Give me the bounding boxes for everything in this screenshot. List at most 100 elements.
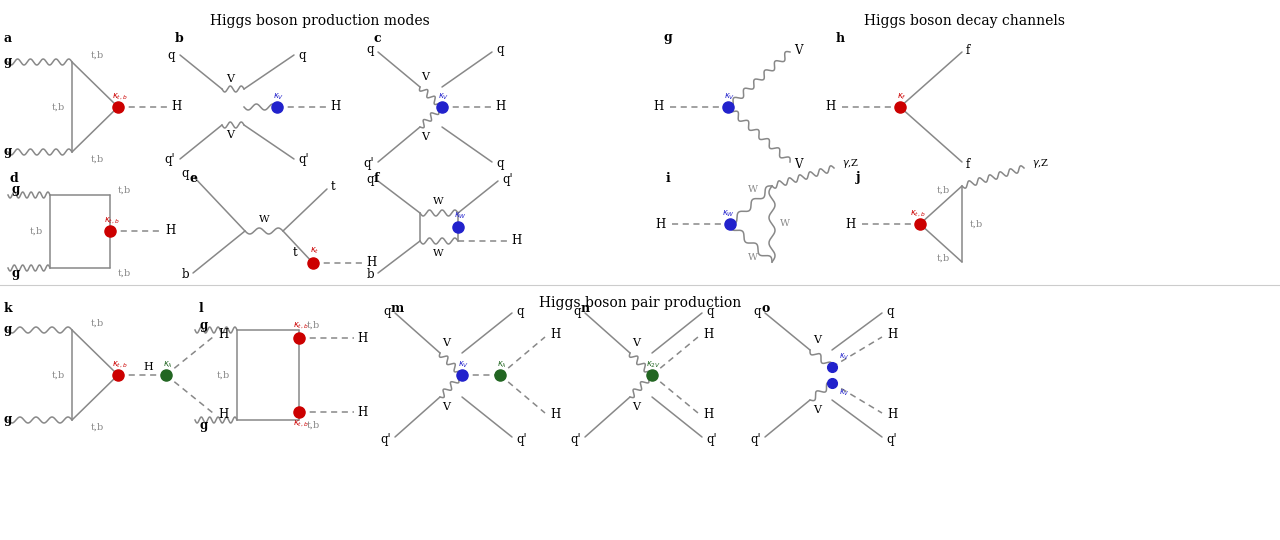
Text: g: g <box>198 319 207 332</box>
Text: V: V <box>442 402 451 412</box>
Text: $\gamma$,Z: $\gamma$,Z <box>842 158 859 171</box>
Text: V: V <box>421 132 429 142</box>
Text: Higgs boson pair production: Higgs boson pair production <box>539 296 741 310</box>
Text: t,b: t,b <box>51 370 64 380</box>
Text: t,b: t,b <box>91 154 104 164</box>
Text: t: t <box>293 246 297 260</box>
Text: H: H <box>654 100 664 113</box>
Text: H: H <box>655 218 666 231</box>
Text: H: H <box>826 100 836 113</box>
Text: H: H <box>495 100 506 113</box>
Text: $\kappa_V$: $\kappa_V$ <box>838 352 849 362</box>
Text: W: W <box>780 219 790 228</box>
Text: V: V <box>794 44 803 57</box>
Text: W: W <box>433 248 443 258</box>
Text: h: h <box>836 31 845 44</box>
Text: g: g <box>4 323 13 336</box>
Text: j: j <box>856 172 860 185</box>
Text: H: H <box>550 408 561 422</box>
Text: q: q <box>497 44 503 57</box>
Text: W: W <box>748 186 758 194</box>
Text: t,b: t,b <box>970 219 983 228</box>
Text: t,b: t,b <box>937 186 950 194</box>
Text: t,b: t,b <box>91 319 104 327</box>
Text: f: f <box>966 158 970 171</box>
Text: H: H <box>703 328 713 341</box>
Text: W: W <box>433 197 443 206</box>
Text: q': q' <box>886 433 896 446</box>
Text: H: H <box>357 332 367 345</box>
Text: l: l <box>198 301 204 314</box>
Text: e: e <box>189 172 197 185</box>
Text: q: q <box>516 305 524 318</box>
Text: q: q <box>298 49 306 62</box>
Text: q': q' <box>502 172 512 186</box>
Text: H: H <box>550 328 561 341</box>
Text: Higgs boson production modes: Higgs boson production modes <box>210 14 430 28</box>
Text: q': q' <box>164 152 175 165</box>
Text: t,b: t,b <box>216 370 229 380</box>
Text: k: k <box>4 301 13 314</box>
Text: V: V <box>813 335 820 345</box>
Text: H: H <box>357 406 367 419</box>
Text: t,b: t,b <box>29 226 42 235</box>
Text: H: H <box>366 256 376 269</box>
Text: q: q <box>366 172 374 186</box>
Text: H: H <box>143 362 152 372</box>
Text: i: i <box>666 172 671 185</box>
Text: b: b <box>182 268 189 281</box>
Text: t,b: t,b <box>307 421 320 429</box>
Text: $\kappa_V$: $\kappa_V$ <box>458 360 470 370</box>
Text: H: H <box>703 408 713 422</box>
Text: t,b: t,b <box>937 253 950 262</box>
Text: $\kappa_V$: $\kappa_V$ <box>838 388 849 399</box>
Text: q': q' <box>380 433 390 446</box>
Text: q: q <box>886 305 893 318</box>
Text: a: a <box>4 31 12 44</box>
Text: H: H <box>218 408 228 422</box>
Text: g: g <box>664 31 673 44</box>
Text: H: H <box>165 225 175 238</box>
Text: W: W <box>259 215 269 225</box>
Text: t,b: t,b <box>51 103 64 111</box>
Text: q': q' <box>364 158 374 171</box>
Text: $\kappa_\lambda$: $\kappa_\lambda$ <box>163 360 173 370</box>
Text: f: f <box>374 172 379 185</box>
Text: q': q' <box>707 433 717 446</box>
Text: q: q <box>497 158 503 171</box>
Text: $\kappa_\lambda$: $\kappa_\lambda$ <box>497 360 507 370</box>
Text: $\kappa_{t,b}$: $\kappa_{t,b}$ <box>104 216 120 226</box>
Text: q': q' <box>571 433 581 446</box>
Text: q: q <box>573 305 581 318</box>
Text: $\kappa_t$: $\kappa_t$ <box>310 246 320 256</box>
Text: H: H <box>887 408 897 422</box>
Text: g: g <box>12 267 20 280</box>
Text: b: b <box>366 268 374 281</box>
Text: q: q <box>366 44 374 57</box>
Text: g: g <box>4 414 13 427</box>
Text: $\kappa_{t,b}$: $\kappa_{t,b}$ <box>113 360 128 370</box>
Text: q': q' <box>298 152 308 165</box>
Text: Higgs boson decay channels: Higgs boson decay channels <box>864 14 1065 28</box>
Text: c: c <box>374 31 381 44</box>
Text: t,b: t,b <box>91 51 104 59</box>
Text: H: H <box>218 328 228 341</box>
Text: t,b: t,b <box>91 422 104 431</box>
Text: V: V <box>632 338 640 348</box>
Text: q: q <box>707 305 713 318</box>
Text: V: V <box>632 402 640 412</box>
Text: q': q' <box>750 433 762 446</box>
Text: $\gamma$,Z: $\gamma$,Z <box>1032 158 1050 171</box>
Text: V: V <box>794 158 803 171</box>
Text: m: m <box>390 301 404 314</box>
Text: $\kappa_W$: $\kappa_W$ <box>722 209 735 219</box>
Text: $\kappa_V$: $\kappa_V$ <box>724 92 736 102</box>
Text: g: g <box>4 56 13 69</box>
Text: f: f <box>966 44 970 57</box>
Text: V: V <box>227 130 234 140</box>
Text: t,b: t,b <box>307 321 320 329</box>
Text: q: q <box>168 49 175 62</box>
Text: H: H <box>846 218 856 231</box>
Text: H: H <box>511 234 521 247</box>
Text: $\kappa_{t,b}$: $\kappa_{t,b}$ <box>910 209 925 219</box>
